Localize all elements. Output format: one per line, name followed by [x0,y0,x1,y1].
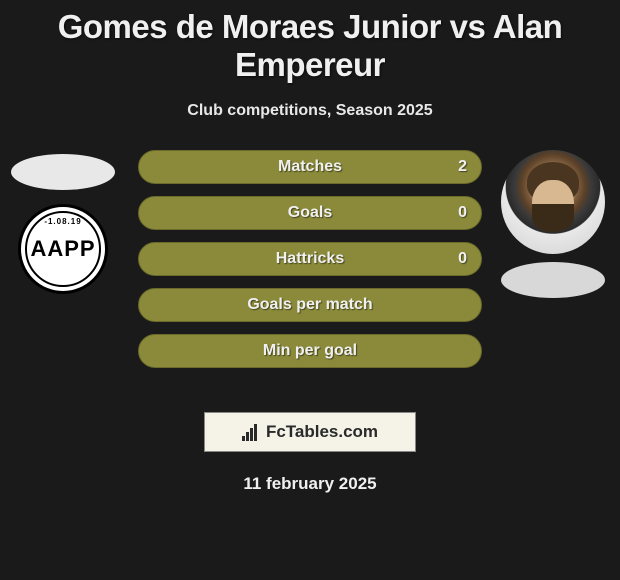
player-right-avatar [501,150,605,254]
club-badge-right-placeholder [501,262,605,298]
stat-row-hattricks: Hattricks 0 [138,242,482,276]
comparison-card: Gomes de Moraes Junior vs Alan Empereur … [0,0,620,580]
stat-label: Goals [288,204,332,222]
brand-text: FcTables.com [266,422,378,442]
stat-value-right: 0 [458,250,467,268]
stat-row-goals: Goals 0 [138,196,482,230]
stat-row-goals-per-match: Goals per match [138,288,482,322]
player-left-avatar-placeholder [11,154,115,190]
stats-area: -1.08.19 AAPP Matches 2 Goals 0 Hattrick… [0,150,620,410]
club-badge-center-text: AAPP [30,236,95,262]
stat-label: Hattricks [276,250,344,268]
player-left-column: -1.08.19 AAPP [8,150,118,294]
stat-bars: Matches 2 Goals 0 Hattricks 0 Goals per … [138,150,482,380]
stat-label: Matches [278,158,342,176]
stat-value-right: 2 [458,158,467,176]
page-title: Gomes de Moraes Junior vs Alan Empereur [0,0,620,84]
subtitle: Club competitions, Season 2025 [0,102,620,120]
stat-row-min-per-goal: Min per goal [138,334,482,368]
brand-box[interactable]: FcTables.com [204,412,416,452]
player-right-column [498,150,608,310]
club-badge-left: -1.08.19 AAPP [18,204,108,294]
stat-value-right: 0 [458,204,467,222]
stat-label: Min per goal [263,342,357,360]
date-text: 11 february 2025 [0,474,620,494]
bar-chart-icon [242,423,262,441]
club-badge-top-text: -1.08.19 [21,217,105,226]
stat-row-matches: Matches 2 [138,150,482,184]
stat-label: Goals per match [247,296,372,314]
